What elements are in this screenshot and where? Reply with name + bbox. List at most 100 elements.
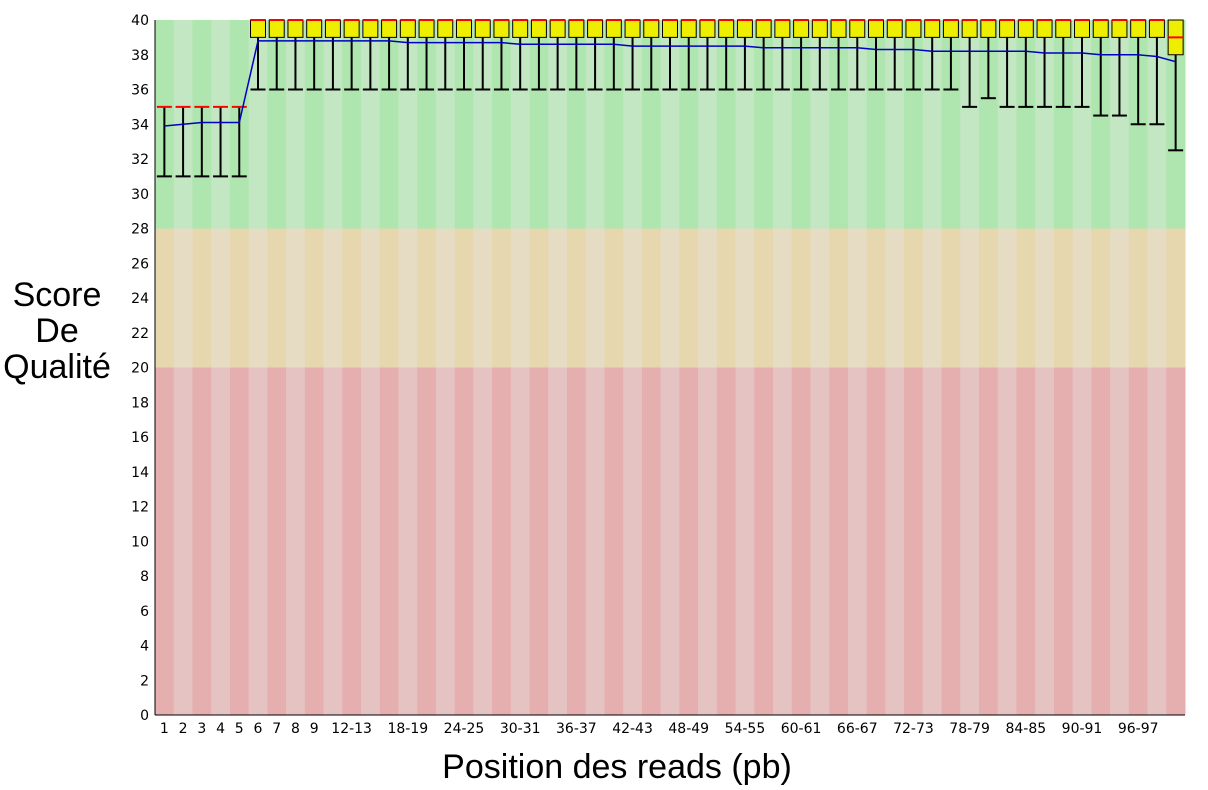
band-reasonable-stripe — [1016, 228, 1036, 368]
band-good-stripe — [941, 20, 961, 229]
x-axis-label: Position des reads (pb) — [442, 748, 792, 786]
iqr-box — [774, 19, 791, 38]
band-good-stripe — [342, 20, 362, 229]
band-reasonable-stripe — [847, 228, 868, 368]
iqr-box — [324, 19, 341, 38]
iqr-box — [1017, 19, 1034, 38]
band-poor-stripe — [810, 367, 830, 715]
band-reasonable-stripe — [229, 228, 250, 368]
band-good-stripe — [361, 20, 381, 229]
iqr-box — [437, 19, 454, 38]
band-reasonable-stripe — [885, 228, 905, 368]
band-poor-stripe — [754, 367, 774, 715]
band-good-stripe — [548, 20, 568, 229]
y-axis-label-line: Score — [13, 276, 102, 314]
band-reasonable-stripe — [248, 228, 268, 368]
y-tick-label: 26 — [131, 256, 149, 272]
iqr-box — [1130, 19, 1147, 38]
band-poor-stripe — [623, 367, 643, 715]
band-poor-stripe — [904, 367, 924, 715]
iqr-box — [568, 19, 585, 38]
iqr-box — [886, 19, 903, 38]
band-good-stripe — [904, 20, 924, 229]
band-poor-stripe — [192, 367, 212, 715]
y-tick-label: 10 — [131, 534, 149, 550]
band-good-stripe — [829, 20, 849, 229]
band-good-stripe — [1091, 20, 1111, 229]
band-poor-stripe — [473, 367, 493, 715]
y-tick-label: 8 — [140, 569, 149, 585]
band-poor-stripe — [866, 367, 886, 715]
band-good-stripe — [866, 20, 886, 229]
band-reasonable-stripe — [304, 228, 325, 368]
y-tick-label: 12 — [131, 500, 149, 516]
band-good-stripe — [1035, 20, 1055, 229]
band-reasonable-stripe — [492, 228, 512, 368]
iqr-box — [1111, 19, 1128, 38]
band-good-stripe — [529, 20, 549, 229]
mean-line-layer — [164, 40, 1176, 127]
band-poor-stripe — [922, 367, 943, 715]
y-tick-label: 24 — [131, 291, 149, 307]
band-reasonable-stripe — [155, 228, 175, 368]
y-tick-label: 20 — [131, 361, 149, 377]
band-poor-stripe — [529, 367, 549, 715]
band-poor-stripe — [1016, 367, 1036, 715]
band-reasonable-stripe — [641, 228, 662, 368]
band-reasonable-stripe — [267, 228, 287, 368]
band-poor-stripe — [248, 367, 268, 715]
band-reasonable-stripe — [192, 228, 212, 368]
iqr-box — [381, 19, 398, 38]
band-reasonable-stripe — [567, 228, 587, 368]
y-tick-label: 36 — [131, 83, 149, 99]
band-good-stripe — [997, 20, 1017, 229]
band-good-stripe — [286, 20, 306, 229]
band-reasonable-stripe — [211, 228, 231, 368]
iqr-box — [942, 19, 959, 38]
band-reasonable-stripe — [1091, 228, 1111, 368]
band-reasonable-stripe — [810, 228, 830, 368]
band-good-stripe — [641, 20, 662, 229]
iqr-box — [399, 19, 416, 38]
x-tick-label: 18-19 — [387, 721, 428, 737]
quality-bands — [155, 20, 1186, 715]
band-reasonable-stripe — [829, 228, 849, 368]
band-reasonable-stripe — [1072, 228, 1092, 368]
band-reasonable-stripe — [1147, 228, 1167, 368]
band-poor-stripe — [1128, 367, 1149, 715]
band-reasonable-stripe — [866, 228, 886, 368]
y-tick-label: 14 — [131, 465, 149, 481]
band-poor-stripe — [829, 367, 849, 715]
iqr-box — [849, 19, 866, 38]
band-poor-stripe — [1110, 367, 1130, 715]
band-reasonable-stripe — [529, 228, 549, 368]
band-poor-stripe — [960, 367, 980, 715]
band-reasonable-stripe — [660, 228, 680, 368]
band-reasonable-stripe — [997, 228, 1017, 368]
band-reasonable-stripe — [979, 228, 999, 368]
x-tick-label: 90-91 — [1062, 721, 1103, 737]
band-poor-stripe — [773, 367, 793, 715]
band-reasonable-stripe — [379, 228, 399, 368]
band-good-stripe — [248, 20, 268, 229]
iqr-box — [736, 19, 753, 38]
band-poor-stripe — [435, 367, 456, 715]
band-reasonable-stripe — [510, 228, 531, 368]
band-poor-stripe — [342, 367, 362, 715]
y-tick-label: 18 — [131, 395, 149, 411]
band-reasonable-stripe — [417, 228, 437, 368]
iqr-box — [530, 19, 547, 38]
band-poor-stripe — [735, 367, 755, 715]
band-good-stripe — [417, 20, 437, 229]
x-tick-label: 8 — [291, 721, 300, 737]
band-poor-stripe — [997, 367, 1017, 715]
band-good-stripe — [735, 20, 755, 229]
iqr-box — [662, 19, 678, 38]
iqr-box — [493, 19, 510, 38]
iqr-box — [1148, 19, 1165, 38]
iqr-box — [474, 19, 491, 38]
band-good-stripe — [754, 20, 774, 229]
x-tick-label: 1 — [160, 721, 169, 737]
band-poor-stripe — [660, 367, 680, 715]
